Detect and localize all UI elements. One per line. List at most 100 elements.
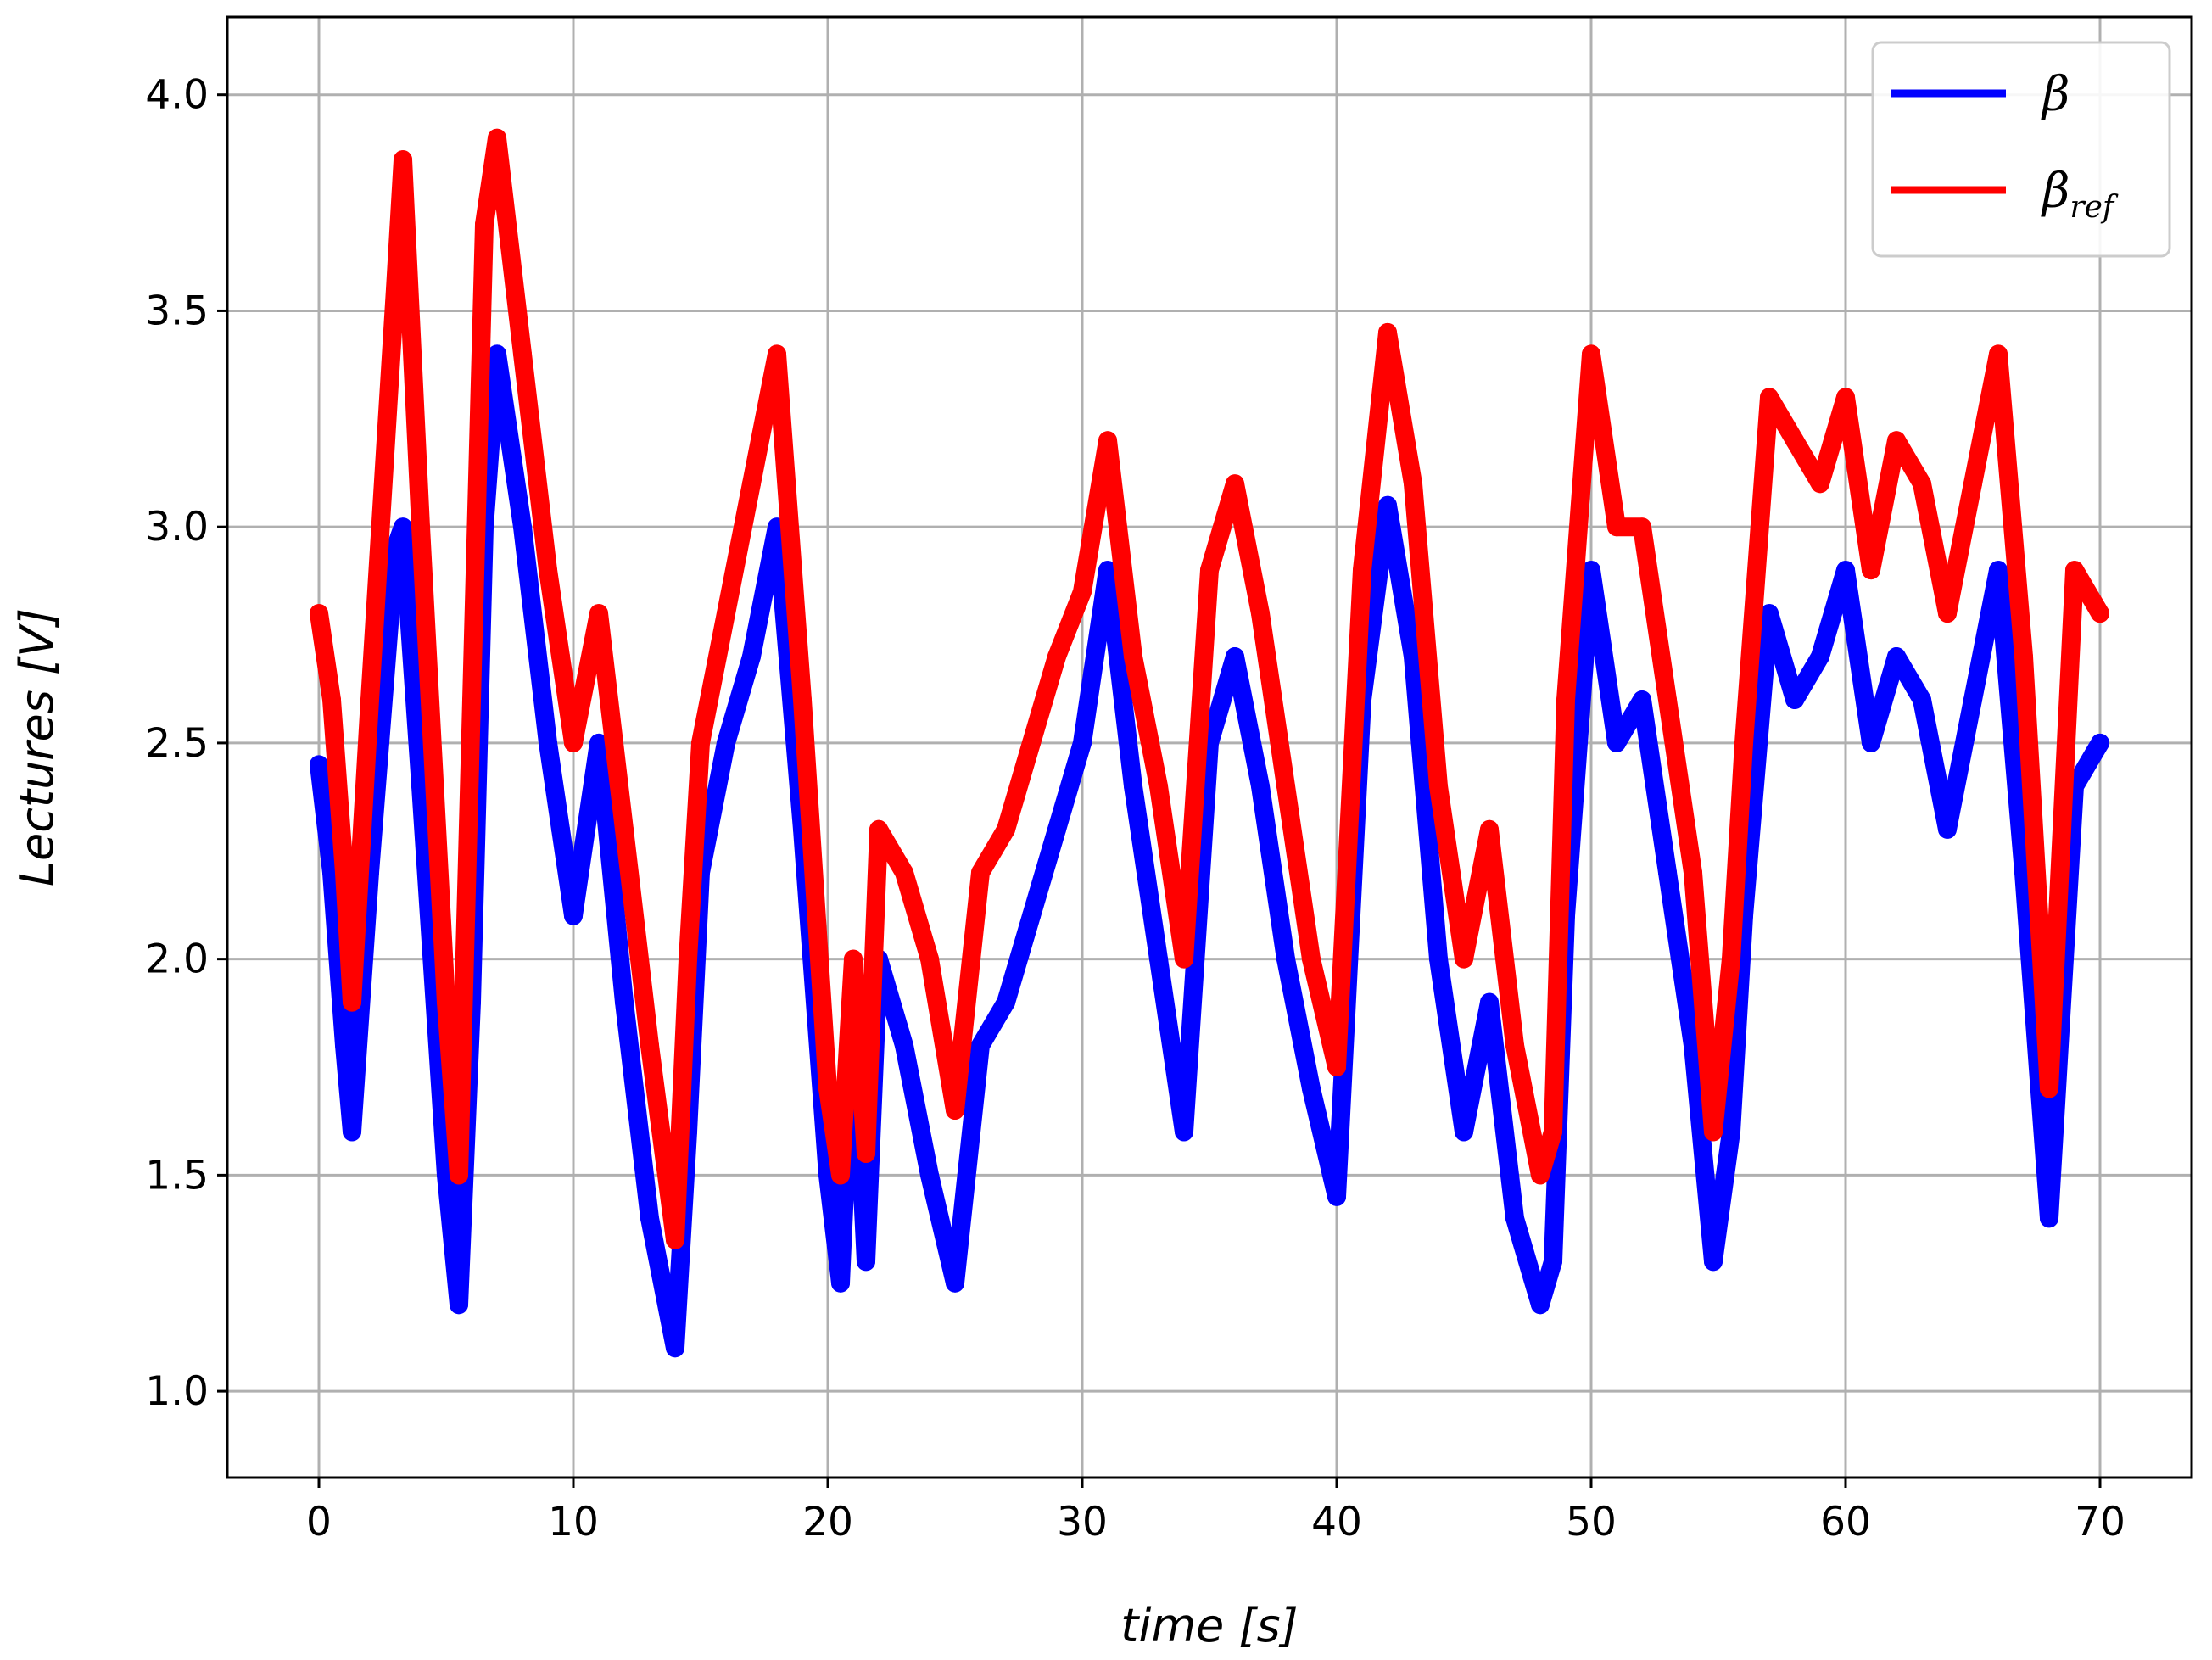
data-point-beta-ref bbox=[1938, 604, 1957, 623]
data-point-beta-ref bbox=[488, 128, 506, 148]
data-point-beta bbox=[539, 733, 557, 752]
data-point-beta-ref bbox=[946, 1101, 964, 1120]
data-point-beta bbox=[343, 1122, 361, 1142]
data-point-beta-ref bbox=[615, 819, 634, 839]
data-point-beta-ref bbox=[564, 733, 583, 752]
x-tick-label: 10 bbox=[548, 1499, 599, 1545]
data-point-beta bbox=[1836, 561, 1855, 580]
data-point-beta bbox=[1455, 1122, 1473, 1142]
data-point-beta-ref bbox=[1200, 561, 1219, 580]
data-point-beta-ref bbox=[450, 1165, 468, 1185]
data-point-beta-ref bbox=[589, 604, 608, 623]
data-point-beta-ref bbox=[640, 1036, 659, 1055]
data-point-beta-ref bbox=[1404, 474, 1422, 494]
data-point-beta-ref bbox=[335, 863, 354, 882]
data-point-beta bbox=[1760, 604, 1779, 623]
data-point-beta-ref bbox=[1544, 1122, 1562, 1142]
legend-label-beta-ref-sub: ref bbox=[2070, 190, 2119, 225]
data-point-beta bbox=[1149, 949, 1168, 969]
data-point-beta-ref bbox=[920, 949, 939, 969]
x-tick-label: 30 bbox=[1057, 1499, 1108, 1545]
legend-box bbox=[1871, 41, 2171, 258]
data-point-beta-ref bbox=[343, 992, 361, 1012]
data-point-beta-ref bbox=[386, 280, 405, 299]
data-point-beta-ref bbox=[1302, 949, 1321, 969]
data-point-beta bbox=[640, 1209, 659, 1228]
data-point-beta-ref bbox=[1722, 949, 1740, 969]
data-point-beta-ref bbox=[1124, 647, 1142, 666]
data-point-beta bbox=[1480, 992, 1499, 1012]
series-layer bbox=[310, 128, 2109, 1358]
data-point-beta bbox=[1544, 1252, 1562, 1272]
data-point-beta-ref bbox=[818, 1079, 837, 1098]
data-point-beta-ref bbox=[2091, 604, 2109, 623]
data-point-beta bbox=[551, 819, 570, 839]
x-tick-label: 0 bbox=[306, 1499, 332, 1545]
data-point-beta-ref bbox=[1047, 647, 1066, 666]
data-point-beta-ref bbox=[360, 690, 379, 709]
data-point-beta-ref bbox=[1913, 474, 1931, 494]
y-tick-label: 2.5 bbox=[145, 720, 209, 767]
data-point-beta bbox=[1175, 1122, 1193, 1142]
data-point-beta-ref bbox=[666, 1230, 684, 1249]
data-point-beta-ref bbox=[1734, 733, 1753, 752]
data-point-beta-ref bbox=[742, 474, 761, 494]
data-point-beta bbox=[1811, 647, 1829, 666]
data-point-beta-ref bbox=[831, 1165, 850, 1185]
legend-label-beta-ref-base: β bbox=[2041, 164, 2070, 219]
series-line-beta-ref bbox=[310, 128, 2109, 1249]
data-point-beta-ref bbox=[1658, 690, 1677, 709]
data-point-beta bbox=[971, 1036, 990, 1055]
data-point-beta-ref bbox=[1175, 949, 1193, 969]
data-point-beta bbox=[450, 1295, 468, 1315]
data-point-beta-ref bbox=[2014, 647, 2033, 666]
x-tick-label: 40 bbox=[1311, 1499, 1362, 1545]
data-point-beta-ref bbox=[2065, 561, 2084, 580]
data-point-beta-ref bbox=[1862, 561, 1880, 580]
x-tick-label: 50 bbox=[1566, 1499, 1617, 1545]
data-point-beta-ref bbox=[394, 150, 412, 170]
data-point-beta bbox=[1429, 949, 1448, 969]
series-line-beta bbox=[310, 344, 2109, 1358]
data-point-beta-ref bbox=[1836, 388, 1855, 407]
data-point-beta bbox=[920, 1165, 939, 1185]
data-point-beta-ref bbox=[2040, 1079, 2058, 1098]
data-point-beta bbox=[1989, 561, 2008, 580]
y-tick-label: 1.5 bbox=[145, 1152, 209, 1199]
data-point-beta bbox=[1887, 647, 1906, 666]
data-point-beta-ref bbox=[1531, 1165, 1550, 1185]
data-point-beta bbox=[1862, 733, 1880, 752]
data-point-beta bbox=[1785, 690, 1804, 709]
data-point-beta bbox=[1633, 690, 1651, 709]
data-point-beta bbox=[1124, 776, 1142, 796]
data-point-beta-ref bbox=[411, 517, 430, 537]
data-point-beta-ref bbox=[1684, 863, 1702, 882]
data-point-beta bbox=[742, 647, 761, 666]
x-tick-label: 60 bbox=[1820, 1499, 1871, 1545]
data-point-beta bbox=[1531, 1295, 1550, 1315]
data-point-beta-ref bbox=[1073, 582, 1092, 601]
data-point-beta bbox=[1704, 1252, 1723, 1272]
data-point-beta bbox=[1073, 733, 1092, 752]
data-point-beta bbox=[997, 992, 1015, 1012]
legend: β βref bbox=[1871, 41, 2171, 258]
y-tick-label: 4.0 bbox=[145, 72, 209, 119]
plot-frame bbox=[226, 15, 2193, 1479]
data-point-beta bbox=[1582, 561, 1600, 580]
data-point-beta-ref bbox=[1455, 949, 1473, 969]
grid-lines bbox=[227, 17, 2192, 1478]
y-tick-label: 3.5 bbox=[145, 288, 209, 334]
data-point-beta bbox=[857, 1252, 875, 1272]
data-point-beta bbox=[1505, 1209, 1524, 1228]
legend-label-beta-ref: βref bbox=[2041, 164, 2119, 225]
data-point-beta bbox=[1722, 1122, 1740, 1142]
data-point-beta-ref bbox=[1353, 561, 1371, 580]
data-point-beta-ref bbox=[717, 604, 735, 623]
data-point-beta bbox=[666, 1339, 684, 1358]
data-point-beta bbox=[386, 539, 405, 558]
y-tick-label: 3.0 bbox=[145, 504, 209, 551]
data-point-beta-ref bbox=[1149, 776, 1168, 796]
data-point-beta-ref bbox=[1251, 604, 1270, 623]
data-point-beta-ref bbox=[895, 863, 913, 882]
data-point-beta-ref bbox=[844, 949, 863, 969]
